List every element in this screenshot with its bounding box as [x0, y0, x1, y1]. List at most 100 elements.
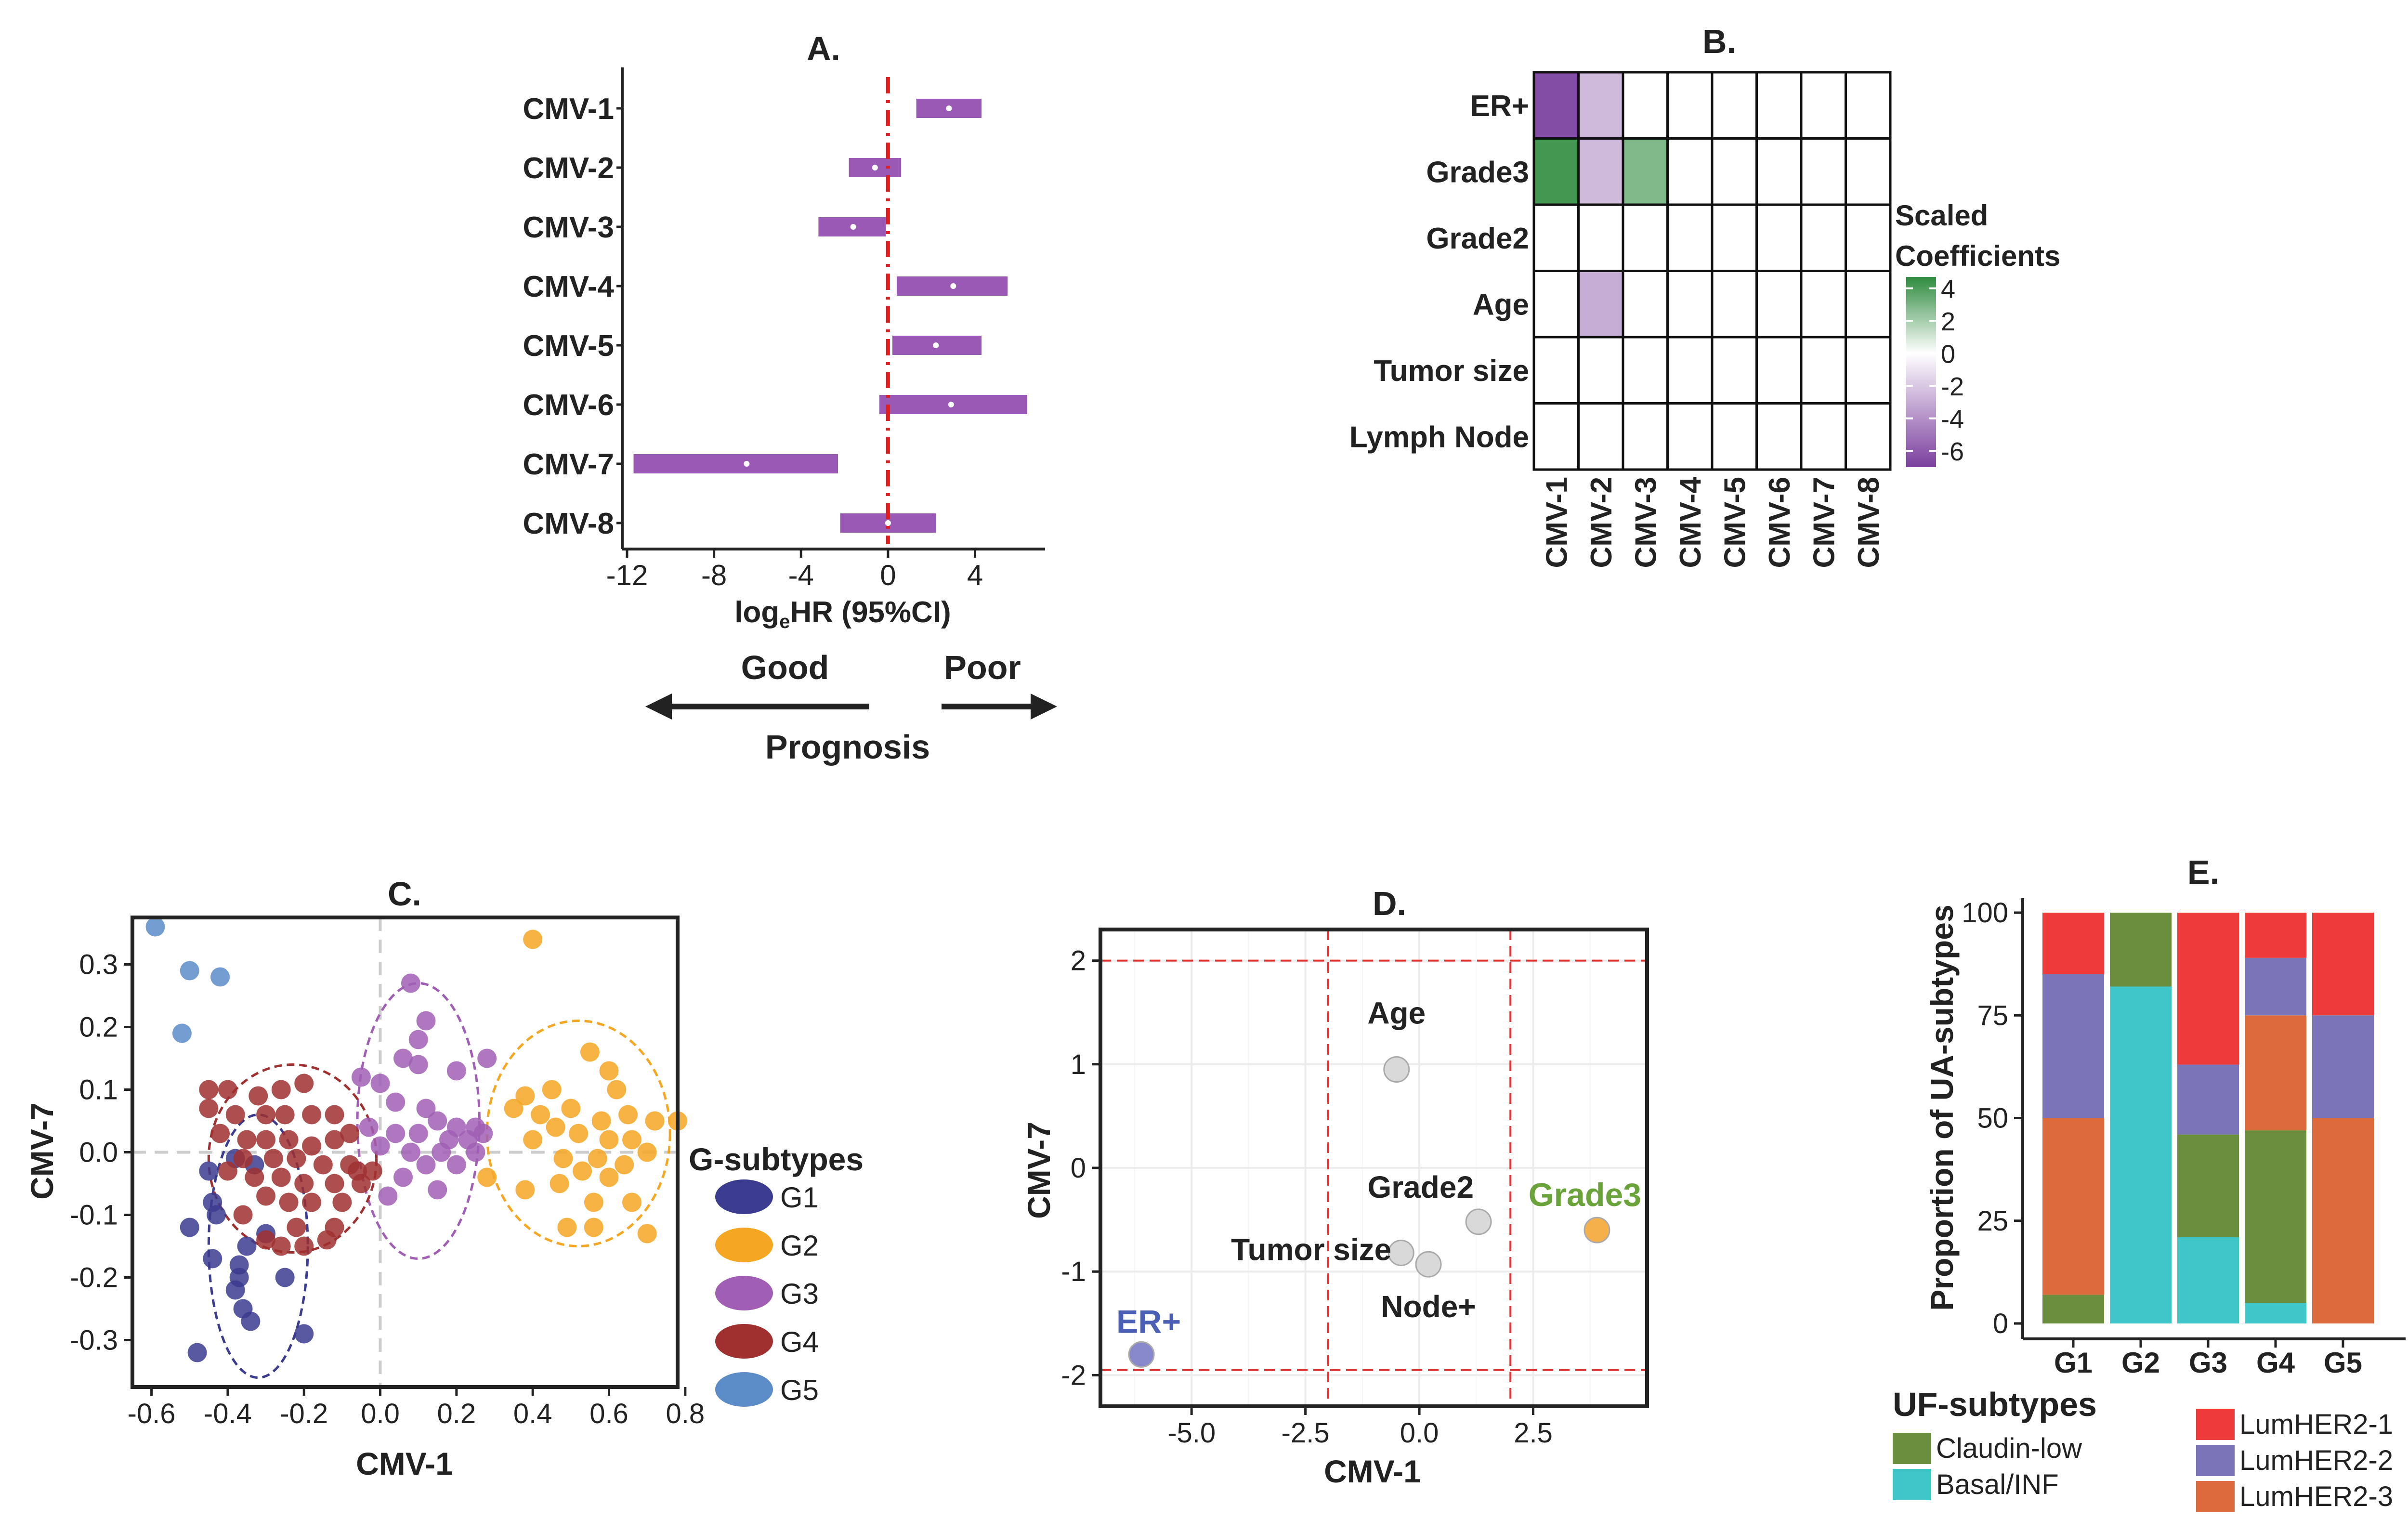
x-tick-label: G2: [2121, 1347, 2160, 1379]
forest-row-label: CMV-3: [523, 211, 614, 244]
heatmap-cell: [1577, 336, 1624, 405]
scatter-point-g4: [294, 1236, 314, 1256]
scatter-point-g4: [271, 1167, 291, 1187]
legend-label: G1: [780, 1181, 819, 1214]
heatmap-cell: [1622, 137, 1669, 206]
stacked-segment: [2177, 1064, 2239, 1135]
heatmap-cell: [1845, 203, 1892, 272]
heatmap-row-label: Age: [1473, 288, 1529, 321]
heatmap-cell: [1800, 203, 1847, 272]
heatmap-cell: [1622, 402, 1669, 471]
colorbar-tick-label: 2: [1941, 307, 1955, 336]
x-tick-label: -5.0: [1167, 1417, 1216, 1449]
x-tick-label: 2.5: [1514, 1417, 1553, 1449]
stacked-segment: [2110, 913, 2172, 987]
scatter-point-g1: [275, 1268, 295, 1287]
scatter-point-g5: [145, 917, 165, 937]
x-tick-label: G5: [2324, 1347, 2362, 1379]
colorbar-tick-label: 0: [1941, 340, 1955, 369]
heatmap-col-label: CMV-7: [1807, 477, 1841, 568]
scatter-point-g4: [302, 1105, 322, 1125]
legend-swatch-g5: [715, 1372, 773, 1407]
heatmap-cell: [1532, 71, 1580, 140]
scatter-point-g4: [287, 1218, 306, 1237]
heatmap-col-label: CMV-8: [1852, 477, 1885, 568]
scatter-point-g3: [351, 1067, 371, 1087]
scatter-point-g2: [515, 1180, 535, 1200]
scatter-point-g4: [294, 1074, 314, 1093]
g-subtypes-legend-title: G-subtypes: [689, 1141, 864, 1177]
scatter-point-g3: [446, 1061, 466, 1081]
biplot-point: [1387, 1239, 1414, 1266]
y-tick-label: -2: [1061, 1360, 1086, 1391]
y-tick-label: 2: [1071, 945, 1086, 977]
forest-ci-bar: [633, 454, 838, 473]
scatter-point-g2: [561, 1099, 581, 1118]
heatmap-col-label: CMV-3: [1629, 477, 1662, 568]
biplot-point-label: Age: [1367, 996, 1426, 1031]
biplot-point-label: Tumor size: [1231, 1232, 1391, 1267]
panel-d-title: D.: [1373, 885, 1406, 922]
biplot-point-label: ER+: [1116, 1303, 1181, 1340]
heatmap-cell: [1845, 336, 1892, 405]
biplot-point: [1465, 1208, 1492, 1235]
heatmap-legend-title-1: Scaled: [1895, 199, 1988, 232]
heatmap-cell: [1711, 203, 1758, 272]
scatter-point-g4: [279, 1130, 299, 1150]
scatter-point-g1: [225, 1280, 245, 1300]
heatmap-cell: [1666, 270, 1714, 339]
scatter-point-g3: [466, 1142, 485, 1162]
scatter-point-g4: [256, 1186, 276, 1206]
prognosis-good-label: Good: [741, 649, 829, 686]
scatter-point-g3: [359, 1117, 379, 1137]
x-tick-label: 0.6: [589, 1398, 628, 1429]
heatmap-cell: [1845, 402, 1892, 471]
heatmap-cell: [1532, 203, 1580, 272]
stacked-segment: [2312, 1015, 2374, 1118]
legend-label: G4: [780, 1326, 819, 1358]
legend-label: Claudin-low: [1936, 1433, 2082, 1464]
heatmap-legend-title-2: Coefficients: [1895, 240, 2060, 272]
x-tick-label: 0.0: [1400, 1417, 1439, 1449]
scatter-point-g3: [416, 1155, 436, 1175]
scatter-point-g2: [588, 1149, 607, 1168]
legend-swatch-g1: [715, 1179, 773, 1214]
stacked-segment: [2245, 913, 2306, 958]
heatmap-cell: [1577, 71, 1624, 140]
heatmap-cell: [1622, 71, 1669, 140]
scatter-point-g3: [408, 1055, 428, 1074]
biplot-point-label: Grade2: [1367, 1170, 1474, 1205]
scatter-point-g4: [256, 1105, 276, 1125]
legend-swatch: [2196, 1445, 2235, 1476]
stacked-segment: [2312, 913, 2374, 1016]
scatter-point-g2: [531, 1105, 550, 1125]
scatter-point-g4: [233, 1205, 253, 1225]
heatmap-cell: [1666, 137, 1714, 206]
legend-swatch: [2196, 1409, 2235, 1440]
scatter-point-g4: [325, 1105, 344, 1125]
scatter-point-g4: [218, 1161, 237, 1181]
scatter-point-g4: [287, 1149, 306, 1168]
panel-a: A. CMV-1 CMV-2 CMV-3 CMV-4 CMV-5 CMV-6 CMV-7 CM…: [523, 30, 1057, 766]
scatter-point-g3: [416, 1011, 436, 1031]
x-tick-label: G3: [2189, 1347, 2227, 1379]
panel-d: D. ER+ Age Grade2 Tumor size Node+ Grade3 -5.…: [1021, 885, 1649, 1489]
scatter-point-g4: [332, 1192, 352, 1212]
scatter-point-g2: [599, 1130, 619, 1150]
scatter-point-g2: [546, 1117, 565, 1137]
scatter-point-g4: [249, 1086, 268, 1106]
heatmap-cell: [1711, 270, 1758, 339]
scatter-point-g4: [325, 1174, 344, 1193]
panel-c-x-label: CMV-1: [356, 1446, 453, 1481]
heatmap-cell: [1622, 336, 1669, 405]
heatmap-cell: [1577, 203, 1624, 272]
legend-swatch: [2196, 1481, 2235, 1512]
scatter-point-g2: [622, 1192, 642, 1212]
stacked-segment: [2245, 957, 2306, 1016]
scatter-point-g4: [233, 1149, 253, 1168]
colorbar-tick-label: -6: [1941, 437, 1964, 466]
x-tick-label: 0.2: [437, 1398, 476, 1429]
scatter-point-g2: [523, 1130, 543, 1150]
biplot-point-label: Node+: [1381, 1289, 1476, 1324]
scatter-point-g2: [477, 1167, 497, 1187]
